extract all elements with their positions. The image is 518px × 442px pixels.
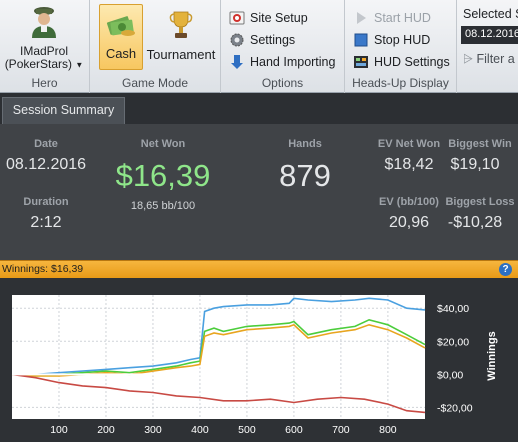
series-line-orange (11, 323, 426, 377)
y-axis-label: Winnings (486, 331, 498, 380)
net-won-value: $16,39 (115, 158, 211, 193)
series-line-red (11, 373, 426, 414)
money-icon (106, 16, 135, 36)
ev-bb-value: 20,96 (388, 214, 430, 231)
hud-group: Start HUD Stop HUD HUD Settings Heads-Up… (345, 0, 457, 93)
options-group-label: Options (261, 76, 304, 90)
hero-avatar-icon (32, 7, 56, 38)
x-tick-label: 400 (191, 424, 209, 436)
hero-selector-button[interactable]: IMadProl (PokerStars) ▼ (4, 6, 84, 72)
biggest-win-value: $19,10 (450, 156, 500, 173)
net-won-bb-value: 18,65 bb/100 (130, 200, 196, 212)
game-mode-group-label: Game Mode (121, 76, 189, 90)
selected-title: Selected S (463, 7, 518, 21)
site-setup-label: Site Setup (250, 11, 308, 25)
selected-date-field[interactable]: 08.12.2016 (461, 26, 518, 44)
gear-icon (230, 33, 244, 47)
ev-net-won-value: $18,42 (384, 156, 434, 173)
x-tick-label: 700 (332, 424, 350, 436)
filter-button[interactable]: ⩥ Filter a (463, 52, 515, 67)
series-line-blue (12, 297, 426, 376)
hands-value: 879 (279, 158, 331, 193)
filter-label: Filter a (476, 52, 515, 66)
hero-group-label: Hero (31, 76, 58, 90)
x-tick-label: 100 (50, 424, 68, 436)
ev-bb-label: EV (bb/100) (379, 196, 439, 208)
settings-label: Settings (250, 33, 296, 47)
ribbon-toolbar: IMadProl (PokerStars) ▼ Hero Cash (0, 0, 518, 93)
start-hud-button[interactable]: Start HUD (353, 8, 431, 28)
help-icon[interactable]: ? (499, 263, 512, 276)
start-hud-label: Start HUD (374, 11, 431, 25)
biggest-loss-label: Biggest Loss (445, 196, 515, 208)
site-setup-icon (229, 11, 245, 25)
y-tick-label: $40,00 (437, 303, 469, 315)
duration-label: Duration (23, 196, 69, 208)
stop-icon (354, 33, 368, 47)
filter-icon: ⩥ (463, 52, 474, 66)
biggest-win-label: Biggest Win (448, 138, 512, 150)
winnings-chart: $40,00 $20,00 $0,00 -$20,00 100 200 300 400 500… (0, 278, 518, 442)
hud-settings-label: HUD Settings (374, 55, 450, 69)
x-tick-label: 600 (285, 424, 303, 436)
chart-title: Winnings: $16,39 (2, 263, 84, 275)
play-icon (357, 12, 366, 24)
date-label: Date (34, 138, 58, 150)
x-tick-labels: 100 200 300 400 500 600 700 800 (50, 424, 397, 436)
settings-button[interactable]: Settings (229, 30, 295, 50)
hand-importing-label: Hand Importing (250, 55, 336, 69)
session-summary-panel: Date 08.12.2016 Duration 2:12 Net Won $1… (0, 124, 518, 260)
stop-hud-button[interactable]: Stop HUD (353, 30, 430, 50)
chevron-down-icon: ▼ (75, 60, 84, 70)
site-setup-button[interactable]: Site Setup (229, 8, 308, 28)
tab-strip: Session Summary (0, 93, 518, 124)
series-line-green (11, 318, 426, 377)
ev-net-won-label: EV Net Won (377, 138, 441, 150)
game-mode-group: Cash Tournament Game Mode (90, 0, 221, 93)
y-tick-label: $20,00 (437, 336, 469, 348)
hud-settings-icon (354, 56, 368, 68)
date-value: 08.12.2016 (5, 156, 87, 173)
hud-settings-button[interactable]: HUD Settings (353, 52, 450, 72)
hero-site: (PokerStars) (4, 57, 73, 71)
cash-mode-button[interactable]: Cash (99, 4, 143, 70)
tournament-mode-button[interactable]: Tournament (144, 4, 218, 70)
import-arrow-icon (231, 55, 243, 69)
hand-importing-button[interactable]: Hand Importing (229, 52, 335, 72)
x-tick-label: 800 (379, 424, 397, 436)
hands-label: Hands (288, 138, 322, 150)
hero-name: IMadProl (19, 44, 69, 58)
duration-value: 2:12 (30, 214, 62, 231)
options-group: Site Setup Settings Hand Importing Optio… (221, 0, 345, 93)
y-tick-label: $0,00 (437, 369, 463, 381)
winnings-chart-svg: $40,00 $20,00 $0,00 -$20,00 100 200 300 400 500… (11, 295, 498, 436)
tournament-mode-label: Tournament (146, 47, 216, 62)
trophy-icon (169, 11, 193, 38)
hero-group: IMadProl (PokerStars) ▼ Hero (0, 0, 90, 93)
cash-mode-label: Cash (105, 46, 137, 61)
hud-group-label: Heads-Up Display (352, 76, 449, 90)
x-tick-label: 300 (144, 424, 162, 436)
net-won-label: Net Won (140, 138, 186, 150)
tab-session-summary[interactable]: Session Summary (2, 97, 125, 124)
biggest-loss-value: -$10,28 (447, 214, 503, 231)
y-tick-labels: $40,00 $20,00 $0,00 -$20,00 (437, 303, 473, 414)
selected-group: Selected S 08.12.2016 ⩥ Filter a (457, 0, 518, 93)
x-tick-label: 200 (97, 424, 115, 436)
x-tick-label: 500 (238, 424, 256, 436)
grid (12, 295, 425, 419)
chart-header-bar: Winnings: $16,39 ? (0, 260, 518, 278)
stop-hud-label: Stop HUD (374, 33, 431, 47)
y-tick-label: -$20,00 (437, 402, 473, 414)
series-group (11, 297, 426, 414)
